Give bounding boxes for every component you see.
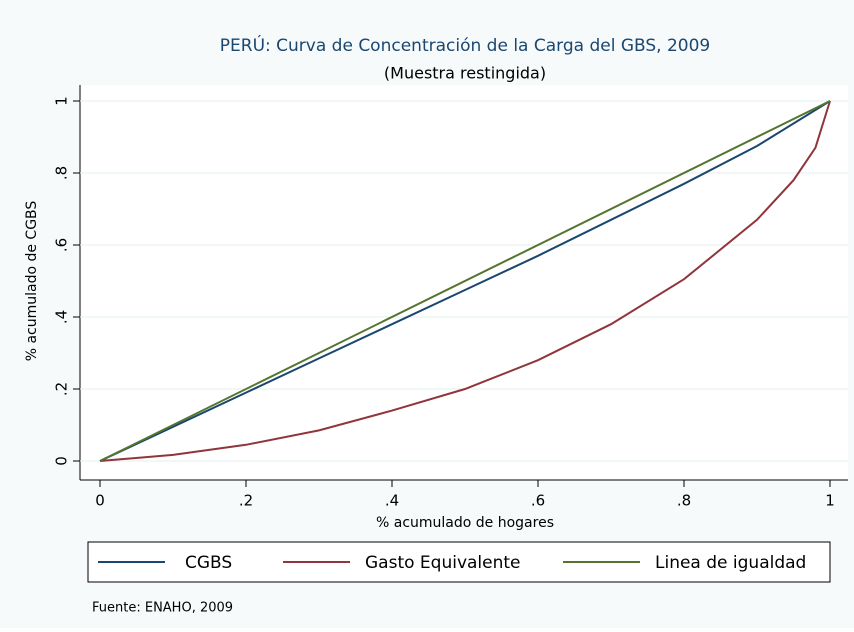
series-line <box>99 100 831 462</box>
series-line <box>99 100 831 462</box>
x-tick-label: .6 <box>531 492 545 510</box>
y-tick-label: 0 <box>53 456 71 466</box>
x-tick-label: .2 <box>239 492 253 510</box>
legend-label: CGBS <box>185 553 232 573</box>
x-tick-label: 1 <box>825 492 835 510</box>
x-tick-label: .4 <box>385 492 399 510</box>
note: Fuente: ENAHO, 2009 <box>92 601 233 616</box>
chart-title: PERÚ: Curva de Concentración de la Carga… <box>220 34 710 56</box>
chart-subtitle: (Muestra restingida) <box>384 64 546 83</box>
y-tick-label: 1 <box>53 96 71 106</box>
legend-label: Linea de igualdad <box>655 553 806 573</box>
legend-label: Gasto Equivalente <box>365 553 521 573</box>
y-tick-label: .2 <box>53 382 71 396</box>
series-line <box>99 100 831 462</box>
y-tick-label: .8 <box>53 166 71 180</box>
y-axis-title: % acumulado de CGBS <box>24 201 40 362</box>
x-tick-label: 0 <box>95 492 105 510</box>
x-tick-label: .8 <box>677 492 691 510</box>
y-tick-label: .4 <box>53 310 71 324</box>
legend-box <box>87 541 831 583</box>
y-tick-label: .6 <box>53 238 71 252</box>
x-axis-title: % acumulado de hogares <box>376 515 554 531</box>
